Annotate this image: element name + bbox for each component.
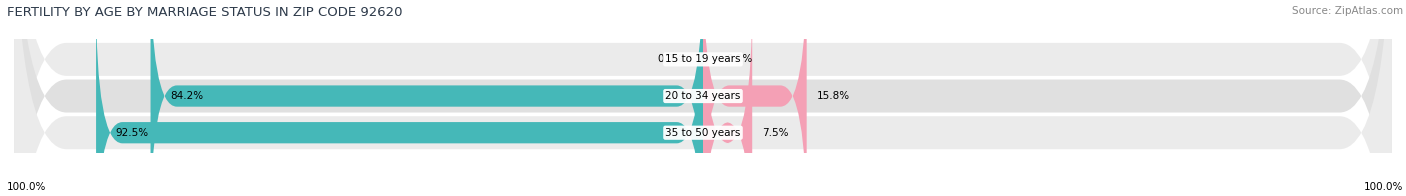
Text: 0.0%: 0.0% (725, 54, 752, 64)
FancyBboxPatch shape (14, 0, 1392, 196)
Text: 100.0%: 100.0% (1364, 182, 1403, 192)
Text: 15.8%: 15.8% (817, 91, 849, 101)
Text: 84.2%: 84.2% (170, 91, 204, 101)
FancyBboxPatch shape (703, 0, 752, 196)
Text: FERTILITY BY AGE BY MARRIAGE STATUS IN ZIP CODE 92620: FERTILITY BY AGE BY MARRIAGE STATUS IN Z… (7, 6, 402, 19)
Text: 92.5%: 92.5% (115, 128, 149, 138)
FancyBboxPatch shape (150, 0, 703, 196)
FancyBboxPatch shape (703, 0, 807, 196)
Text: 15 to 19 years: 15 to 19 years (665, 54, 741, 64)
Text: 20 to 34 years: 20 to 34 years (665, 91, 741, 101)
FancyBboxPatch shape (14, 0, 1392, 196)
Text: 7.5%: 7.5% (762, 128, 789, 138)
FancyBboxPatch shape (14, 0, 1392, 196)
Text: Source: ZipAtlas.com: Source: ZipAtlas.com (1292, 6, 1403, 16)
FancyBboxPatch shape (96, 0, 703, 196)
Text: 35 to 50 years: 35 to 50 years (665, 128, 741, 138)
Text: 100.0%: 100.0% (7, 182, 46, 192)
Text: 0.0%: 0.0% (657, 54, 683, 64)
